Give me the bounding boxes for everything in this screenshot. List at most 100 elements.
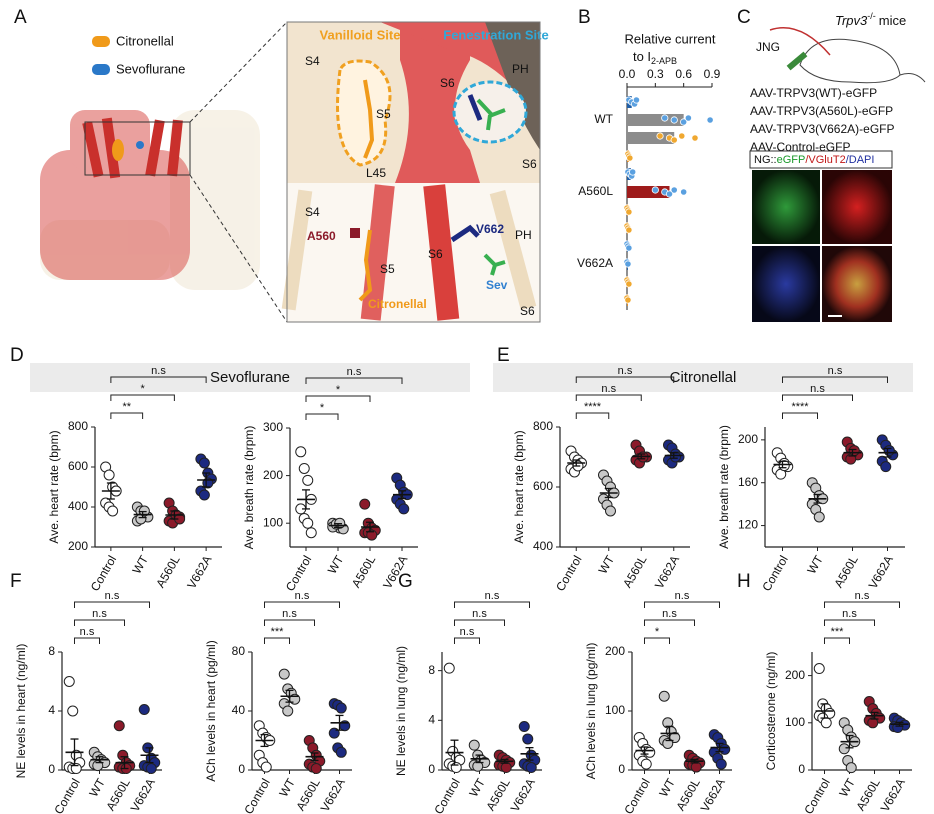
y-tick-label: 400 <box>68 499 88 513</box>
zoom-box <box>84 121 191 176</box>
data-point <box>880 461 892 473</box>
y-axis-label: Ave. heart rate (bpm) <box>47 430 61 543</box>
data-point <box>644 746 656 758</box>
site-outline <box>336 59 392 167</box>
section-title: Sevoflurane <box>210 369 290 386</box>
significance-label: n.s <box>80 626 95 638</box>
bar <box>627 186 670 198</box>
significance-label: n.s <box>105 590 120 602</box>
construct: AAV-TRPV3(V662A)-eGFP <box>750 122 895 136</box>
helix-label: S4 <box>305 205 320 219</box>
data-point <box>63 676 75 687</box>
y-tick-label: 0 <box>238 762 245 776</box>
zoom-frame <box>286 21 541 323</box>
y-axis-label: Ave. breath rate (brpm) <box>242 426 256 550</box>
significance-label: n.s <box>485 590 500 602</box>
data-point <box>656 132 664 140</box>
stain-label: NG::eGFP/VGluT2/DAPI <box>754 154 874 166</box>
significance-bracket <box>824 637 850 644</box>
x-tick-label: V662A <box>878 776 908 814</box>
x-tick-label: 0.6 <box>675 67 692 81</box>
residue <box>350 228 360 238</box>
x-tick-label: WT <box>836 776 858 800</box>
panel-letter: A <box>14 7 27 28</box>
data-point <box>670 186 678 194</box>
y-axis-label: ACh levels in lung (pg/ml) <box>584 643 598 780</box>
data-point <box>625 226 633 234</box>
data-point <box>310 763 322 775</box>
protein-shape <box>40 150 190 280</box>
data-point <box>366 529 378 541</box>
y-tick-label: 300 <box>263 420 283 434</box>
data-point <box>691 134 699 142</box>
data-point <box>298 462 310 474</box>
data-point <box>640 758 652 770</box>
data-point <box>302 474 314 486</box>
data-point <box>629 168 637 176</box>
site-label: Vanilloid Site <box>320 27 401 42</box>
data-point <box>680 188 688 196</box>
significance-bracket <box>575 412 610 419</box>
significance-label: n.s <box>618 365 633 377</box>
x-tick-label: WT <box>325 553 347 577</box>
x-tick-label: Control <box>759 553 790 594</box>
mouse-label-gene: Trpv3 <box>835 13 868 28</box>
injection-label: JNG <box>756 40 780 54</box>
data-point <box>67 705 79 717</box>
data-point <box>813 511 825 523</box>
helix-label: S5 <box>380 262 395 276</box>
data-point <box>670 451 681 463</box>
mouse-icon <box>799 38 901 84</box>
ligand <box>483 253 506 276</box>
data-point <box>335 702 347 714</box>
significance-label: n.s <box>92 608 107 620</box>
y-tick-label: 400 <box>533 539 553 553</box>
significance-label: n.s <box>855 590 870 602</box>
x-tick-label: V662A <box>652 553 682 591</box>
chart-title: to I2-APB <box>633 49 677 66</box>
significance-label: **** <box>584 401 602 413</box>
data-point <box>715 758 727 770</box>
x-tick-label: WT <box>130 553 152 577</box>
significance-bracket <box>575 394 642 401</box>
category-label: V662A <box>577 256 613 270</box>
x-tick-label: WT <box>656 776 678 800</box>
residue <box>467 94 483 121</box>
y-tick-label: 4 <box>48 703 55 717</box>
helix-label: S6 <box>520 304 535 318</box>
data-point <box>820 717 832 729</box>
significance-label: n.s <box>282 608 297 620</box>
x-tick-label: WT <box>804 553 826 577</box>
y-tick-label: 600 <box>533 479 553 493</box>
y-axis-label: ACh levels in heart (pg/ml) <box>204 640 218 781</box>
legend-swatch <box>92 64 110 75</box>
significance-bracket <box>575 376 675 383</box>
panel-letter: F <box>10 571 22 592</box>
data-point <box>883 445 895 457</box>
x-tick-label: V662A <box>128 776 158 814</box>
construct: AAV-TRPV3(WT)-eGFP <box>750 86 877 100</box>
x-tick-label: Control <box>621 776 652 814</box>
helix <box>489 189 537 311</box>
data-point <box>684 114 692 122</box>
data-point <box>626 154 634 162</box>
y-tick-label: 0 <box>618 762 625 776</box>
residue <box>450 224 480 243</box>
zoom-top: Vanilloid Site Fenestration Site S4 S5 S… <box>287 22 549 183</box>
stain-part: /VGluT2 <box>805 154 845 166</box>
y-tick-label: 800 <box>533 419 553 433</box>
significance-label: n.s <box>675 590 690 602</box>
data-point <box>500 762 512 774</box>
significance-label: n.s <box>347 366 362 378</box>
protein-shape <box>170 110 260 290</box>
data-point <box>838 743 850 755</box>
x-tick-label: Control <box>51 776 82 814</box>
y-tick-label: 8 <box>48 644 55 658</box>
x-tick-label: WT <box>466 776 488 800</box>
helix-label: PH <box>515 228 532 242</box>
data-point <box>680 118 688 126</box>
x-tick-label: Control <box>801 776 832 814</box>
significance-bracket <box>454 601 530 608</box>
micrograph <box>752 246 820 322</box>
legend-label: Sevoflurane <box>116 61 185 76</box>
